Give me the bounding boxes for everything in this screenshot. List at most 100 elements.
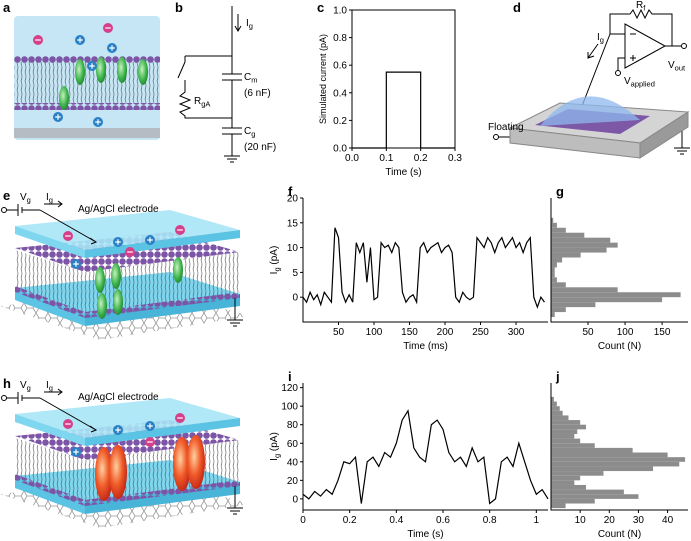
electrode-label: Ag/AgCl electrode bbox=[78, 392, 159, 403]
label-part: R bbox=[194, 96, 201, 107]
schematic-h-part bbox=[62, 418, 74, 430]
histogram-bar bbox=[551, 237, 611, 243]
histogram-bar bbox=[551, 232, 585, 238]
schematic-a-part bbox=[92, 116, 104, 128]
histogram-bar bbox=[551, 282, 566, 288]
axis-spines bbox=[550, 383, 688, 511]
schematic-e-part bbox=[173, 257, 183, 283]
histogram-bar bbox=[551, 420, 581, 425]
y-tick-label: 60 bbox=[287, 439, 299, 450]
cm-label: Cm bbox=[244, 72, 257, 84]
schematic-a-part bbox=[75, 59, 85, 85]
histogram-bar bbox=[551, 262, 557, 268]
x-tick-label: 50 bbox=[333, 327, 345, 338]
schematic-h-part bbox=[70, 446, 82, 458]
schematic-a-part bbox=[86, 60, 98, 72]
schematic-h-part bbox=[112, 424, 124, 436]
panel-label: g bbox=[556, 184, 564, 199]
schematic-e-part bbox=[95, 267, 105, 293]
label-part: m bbox=[251, 75, 257, 84]
chart-f: f 50 100 150 200 250 300 0 5 10 15 20 Time (ms) Ig (p… bbox=[269, 184, 548, 352]
current-label: Ig bbox=[46, 192, 53, 204]
label-part: I bbox=[269, 272, 280, 275]
schematic-e-part bbox=[70, 258, 82, 270]
schematic-h-part bbox=[109, 445, 127, 499]
schematic-d-part-part bbox=[624, 23, 667, 69]
schematic-h-part bbox=[15, 398, 240, 438]
schematic-h-part bbox=[95, 447, 113, 501]
label-part: applied bbox=[631, 79, 655, 88]
schematic-a-part bbox=[14, 128, 160, 138]
x-tick-label: 100 bbox=[366, 327, 383, 338]
schematic-a-part bbox=[32, 34, 44, 46]
histogram-bar bbox=[551, 257, 563, 263]
current-label: Ig bbox=[597, 32, 604, 44]
schematic-h-part bbox=[1, 395, 7, 401]
schematic-a-part bbox=[14, 103, 160, 110]
label-part: I bbox=[46, 380, 49, 391]
schematic-b-part bbox=[223, 149, 241, 163]
y-axis-label: Ig (pA) bbox=[269, 246, 281, 275]
y-tick-label: 20 bbox=[287, 476, 299, 487]
histogram-bar bbox=[551, 457, 686, 462]
schematic-d-part-part bbox=[493, 134, 499, 140]
x-tick-label: 0.2 bbox=[343, 515, 357, 526]
x-tick-label: 10 bbox=[575, 515, 587, 526]
vg-label: Vg bbox=[20, 192, 31, 204]
schematic-d: d Rf Ig Vout Vapplied Floating bbox=[488, 0, 691, 159]
schematic-a-part bbox=[14, 56, 160, 63]
schematic-e-part bbox=[15, 250, 85, 314]
rga-label: RgA bbox=[194, 96, 210, 108]
panel-label: f bbox=[288, 184, 293, 199]
histogram-bar bbox=[551, 503, 566, 509]
label-part: g bbox=[272, 267, 281, 271]
vout-label: Vout bbox=[668, 60, 686, 72]
histogram-bar bbox=[551, 227, 566, 233]
schematic-e-part bbox=[1, 207, 7, 213]
label-part: C bbox=[244, 72, 251, 83]
label-part: gA bbox=[201, 99, 210, 108]
label-part: g bbox=[251, 129, 255, 138]
label-part: I bbox=[597, 32, 600, 43]
schematic-b: b Ig Cm (6 nF) RgA Cg (20 nF) bbox=[175, 0, 276, 163]
schematic-d-part-part bbox=[581, 33, 611, 107]
schematic-e-part bbox=[15, 226, 85, 258]
schematic-d-part bbox=[540, 96, 640, 126]
label-part: V bbox=[20, 380, 27, 391]
current-label: Ig bbox=[246, 18, 253, 30]
histogram-bar bbox=[551, 443, 595, 448]
x-tick-label: 0.3 bbox=[448, 153, 462, 164]
schematic-d-part-part bbox=[587, 43, 599, 59]
histogram-bar bbox=[551, 222, 557, 228]
schematic-e-part bbox=[112, 236, 124, 248]
y-tick-label: 0.2 bbox=[333, 116, 347, 127]
schematic-a-part bbox=[14, 62, 160, 104]
schematic-b-part bbox=[234, 14, 242, 32]
y-tick-label: 5 bbox=[292, 268, 298, 279]
histogram-bar bbox=[551, 466, 654, 472]
schematic-e-part bbox=[15, 286, 240, 318]
histogram-bar bbox=[551, 494, 639, 499]
schematic-e: e Vg Ig Ag/AgCl electrode bbox=[0, 188, 250, 340]
chart-j: j 10 20 30 40 Count (N) bbox=[550, 369, 688, 540]
histogram-bar bbox=[551, 277, 557, 283]
x-axis-label: Time (s) bbox=[407, 529, 443, 540]
schematic-h-part bbox=[15, 414, 85, 446]
y-tick-label: 10 bbox=[287, 243, 299, 254]
histogram-bar bbox=[551, 410, 563, 416]
schematic-h-part bbox=[144, 420, 156, 432]
schematic-e-part bbox=[144, 234, 156, 246]
x-tick-label: 200 bbox=[437, 327, 454, 338]
x-axis-label: Time (s) bbox=[385, 167, 421, 178]
x-tick-label: 150 bbox=[401, 327, 418, 338]
schematic-b-part bbox=[177, 6, 242, 150]
x-tick-label: 30 bbox=[633, 515, 645, 526]
vapplied-label: Vapplied bbox=[624, 76, 655, 88]
panel-label: b bbox=[175, 0, 183, 15]
x-axis-label: Time (ms) bbox=[403, 341, 448, 352]
schematic-e-part bbox=[97, 293, 107, 319]
x-tick-label: 40 bbox=[662, 515, 674, 526]
axis-spines bbox=[302, 198, 548, 323]
label-part: g bbox=[249, 21, 253, 30]
schematic-h-part bbox=[144, 436, 156, 448]
